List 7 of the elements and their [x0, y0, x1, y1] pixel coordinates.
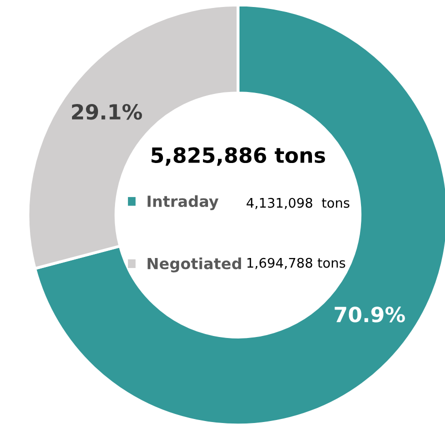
data-label: 29.1%: [72, 104, 142, 120]
text: 5,825,886 tons: [152, 147, 326, 166]
data-label: 70.9%: [334, 306, 405, 322]
text: 1,694,788 tons: [247, 258, 346, 270]
text: 4,131,098 tons: [246, 198, 350, 210]
legend-label: Intraday: [148, 195, 218, 210]
legend-label: Negotiated: [148, 257, 242, 272]
